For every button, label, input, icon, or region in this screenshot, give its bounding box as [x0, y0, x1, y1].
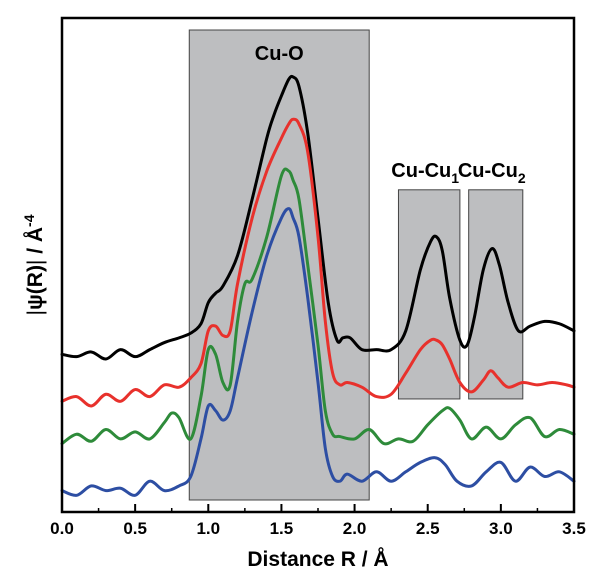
shaded-regions [188, 29, 524, 501]
region-label-cu-cu2: Cu-Cu2 [458, 160, 526, 186]
y-title-exponent: -4 [21, 214, 37, 227]
series-line-3 [60, 167, 576, 446]
series-line-2 [60, 117, 576, 408]
y-title-paren: (R) [24, 265, 47, 294]
svg-text:|ψ(R)| / Å-4: |ψ(R)| / Å-4 [21, 214, 47, 315]
region-cu-cu2 [468, 189, 524, 400]
y-title-unit: / Å [23, 227, 47, 260]
spectra-curves [60, 74, 576, 497]
x-tick-label: 1.5 [270, 519, 294, 538]
x-tick-label: 2.5 [416, 519, 440, 538]
series-line-4 [60, 207, 576, 497]
x-tick-label: 1.0 [196, 519, 220, 538]
y-title-psi: ψ [24, 294, 47, 310]
x-tick-label: 2.0 [343, 519, 367, 538]
series-line-1 [60, 74, 576, 361]
x-tick-label: 3.5 [562, 519, 586, 538]
region-label-cu-cu1: Cu-Cu1 [391, 160, 459, 186]
y-title-abs-close: | [24, 260, 47, 265]
y-title-abs-open: | [24, 310, 47, 315]
region-label-cu-o: Cu-O [255, 43, 304, 65]
x-axis-ticks: 0.0 0.5 1.0 1.5 2.0 2.5 3.0 3.5 [50, 504, 586, 538]
region-cu-o [188, 29, 370, 501]
x-tick-label: 3.0 [489, 519, 513, 538]
x-axis-title: Distance R / Å [247, 547, 388, 571]
x-tick-label: 0.5 [123, 519, 147, 538]
y-axis-title: |ψ(R)| / Å-4 [21, 214, 47, 315]
x-tick-label: 0.0 [50, 519, 74, 538]
